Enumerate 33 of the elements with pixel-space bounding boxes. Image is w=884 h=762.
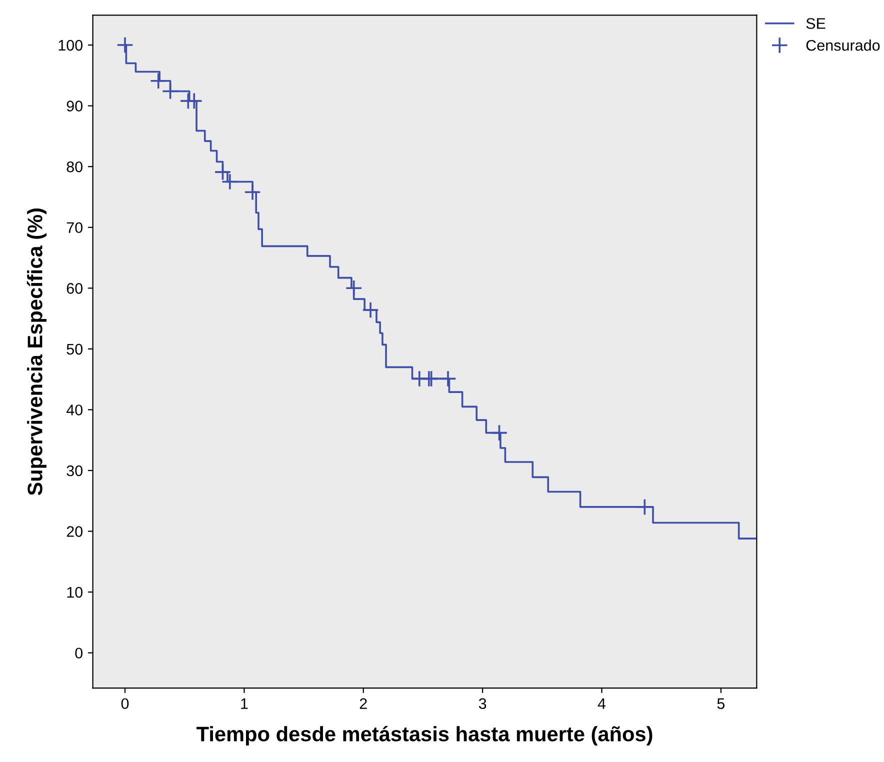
- point: [345, 280, 362, 297]
- x-axis-title: Tiempo desde metástasis hasta muerte (años): [196, 726, 652, 746]
- y-tick-label: 10: [67, 586, 82, 598]
- y-tick-label: 80: [66, 161, 82, 172]
- y-tick-label: 30: [66, 465, 82, 476]
- y-tick-label: 100: [58, 40, 83, 51]
- y-tick-label: 90: [66, 100, 82, 112]
- x-tick-label: 5: [717, 698, 725, 710]
- legend-label: SE: [806, 18, 826, 29]
- point: [490, 424, 508, 442]
- point: [244, 184, 262, 201]
- x-tick-label: 3: [478, 698, 486, 710]
- x-tick-label: 1: [241, 698, 248, 709]
- point: [221, 173, 238, 190]
- y-tick-label: 50: [66, 344, 82, 355]
- point: [636, 498, 654, 516]
- legend-label: Censurado: [806, 40, 880, 51]
- y-tick-label: 40: [66, 404, 82, 416]
- point: [186, 92, 203, 110]
- point: [362, 301, 380, 319]
- x-tick-label: 4: [598, 698, 606, 709]
- point: [162, 82, 179, 100]
- y-tick-label: 0: [75, 648, 82, 659]
- x-tick-label: 0: [121, 698, 129, 710]
- point: [439, 370, 457, 388]
- y-axis-title: Supervivencia Específica (%): [26, 208, 46, 496]
- y-tick-label: 20: [66, 526, 82, 537]
- y-tick-label: 60: [66, 283, 82, 294]
- point: [214, 164, 232, 181]
- y-tick-label: 70: [66, 222, 82, 234]
- point: [150, 72, 167, 90]
- x-tick-label: 2: [360, 698, 367, 709]
- point: [116, 36, 134, 54]
